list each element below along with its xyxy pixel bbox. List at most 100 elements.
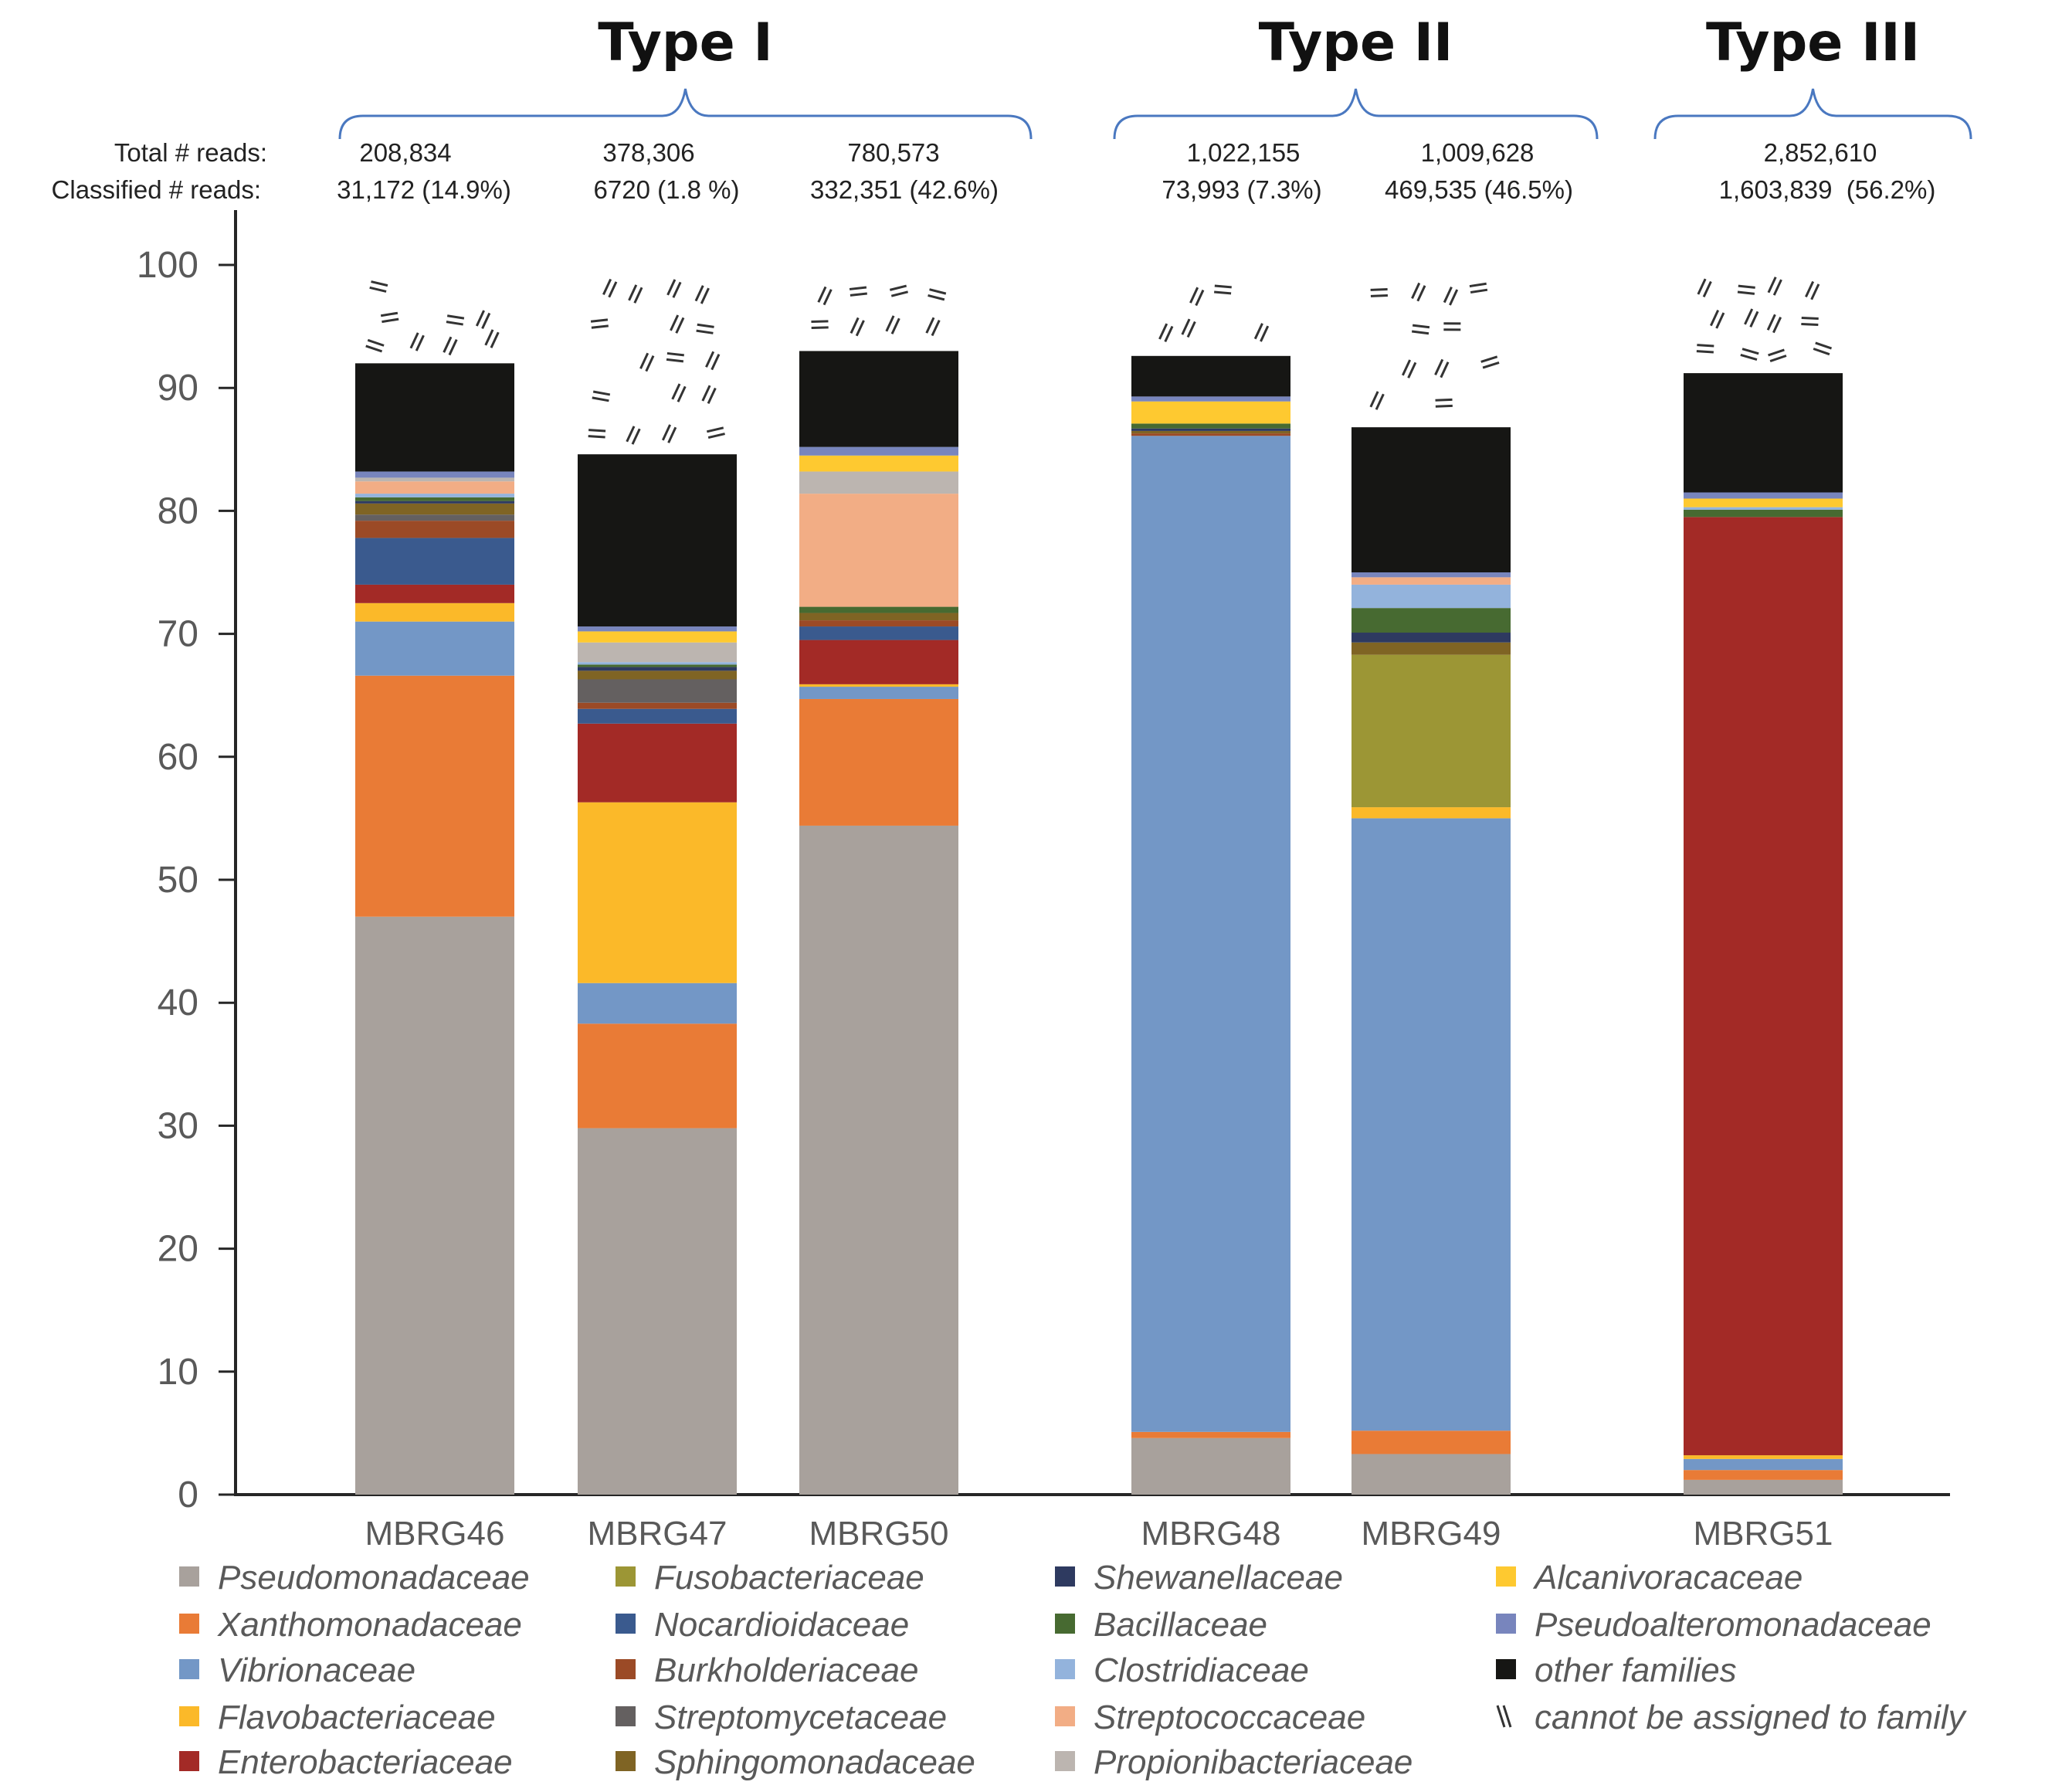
hatch-stroke (1164, 325, 1174, 343)
bar-segment-mbrg49-pseudomonadaceae (1351, 1454, 1511, 1495)
group-brace-type-ii (1113, 88, 1599, 140)
hatch-stroke (1502, 1705, 1512, 1728)
legend-swatch-clostridiaceae (1055, 1659, 1075, 1679)
y-tick-label: 100 (137, 245, 198, 286)
bar-segment-mbrg47-burkholderiaceae (578, 702, 737, 709)
unassigned-hatch-mbrg48 (1158, 284, 1270, 343)
group-title-type-ii: Type II (1259, 12, 1453, 73)
group-brace-type-iii (1653, 88, 1972, 140)
hatch-stroke (1482, 361, 1500, 369)
hatch-stroke (633, 287, 643, 304)
hatch-stroke (1697, 278, 1707, 295)
hatch-stroke (890, 290, 908, 297)
hatch-stroke (1411, 282, 1421, 300)
legend-label-pseudomonadaceae: Pseudomonadaceae (218, 1559, 530, 1597)
hatch-stroke (811, 320, 829, 323)
hatch-stroke (446, 314, 465, 320)
legend-swatch-flavobacteriaceae (179, 1706, 199, 1726)
hatch-stroke (1702, 280, 1712, 298)
bar-segment-mbrg50-vibrionaceae (799, 687, 958, 699)
bar-segment-mbrg48-burkholderiaceae (1131, 433, 1290, 436)
bar-segment-mbrg47-pseudoalteromonadaceae (578, 626, 737, 632)
bar-segment-mbrg48-pseudoalteromonadaceae (1131, 396, 1290, 402)
hatch-stroke (626, 426, 636, 443)
legend-swatch-fusobacteriaceae (616, 1566, 636, 1587)
hatch-stroke (928, 294, 945, 301)
bar-segment-mbrg46-streptomycetaceae (355, 514, 514, 521)
bar-segment-mbrg47-alcanivoracaceae (578, 631, 737, 643)
hatch-stroke (475, 310, 485, 327)
hatch-stroke (1186, 321, 1196, 338)
hatch-stroke (1449, 289, 1459, 306)
y-tick-label: 20 (158, 1229, 198, 1270)
total-reads-mbrg50: 780,573 (847, 138, 939, 167)
hatch-stroke (1737, 290, 1755, 295)
legend-label-xanthomonadaceae: Xanthomonadaceae (217, 1606, 522, 1644)
hatch-stroke (1412, 324, 1430, 329)
bar-segment-mbrg46-burkholderiaceae (355, 521, 514, 538)
legend-label-flavobacteriaceae: Flavobacteriaceae (218, 1699, 496, 1736)
hatch-stroke (590, 318, 609, 323)
hatch-stroke (631, 428, 641, 445)
bar-segment-mbrg50-alcanivoracaceae (799, 455, 958, 472)
hatch-stroke (588, 429, 606, 433)
hatch-stroke (1260, 325, 1270, 342)
bar-segment-mbrg46-clostridiaceae (355, 494, 514, 497)
y-tick-label: 10 (158, 1352, 198, 1393)
legend-label-alcanivoracaceae: Alcanivoracaceae (1532, 1559, 1803, 1597)
bar-segment-mbrg47-streptomycetaceae (578, 679, 737, 703)
bar-segment-mbrg47-pseudomonadaceae (578, 1128, 737, 1495)
hatch-stroke (855, 320, 865, 337)
bar-segment-mbrg46-pseudoalteromonadaceae (355, 471, 514, 478)
hatch-stroke (415, 334, 425, 351)
hatch-stroke (1740, 353, 1758, 361)
legend-swatch-bacillaceae (1055, 1614, 1075, 1634)
hatch-stroke (639, 352, 649, 369)
hatch-stroke (1181, 318, 1191, 335)
unassigned-hatch-mbrg51 (1696, 277, 1833, 362)
hatch-stroke (707, 433, 725, 440)
classified-reads-mbrg51: 1,603,839 (56.2%) (1719, 175, 1936, 204)
bar-segment-mbrg47-flavobacteriaceae (578, 802, 737, 983)
hatch-stroke (1370, 294, 1388, 297)
hatch-stroke (817, 286, 827, 303)
hatch-stroke (1411, 330, 1429, 335)
classified-reads-mbrg47: 6720 (1.8 %) (594, 175, 740, 204)
hatch-stroke (1749, 311, 1759, 328)
hatch-stroke (671, 383, 681, 400)
hatch-stroke (672, 281, 682, 298)
total-reads-mbrg51: 2,852,610 (1764, 138, 1877, 167)
hatch-stroke (1416, 285, 1426, 302)
unassigned-hatch-mbrg50 (811, 284, 947, 337)
bar-segment-mbrg47-sphingomonadaceae (578, 670, 737, 680)
bar-segment-mbrg47-nocardioidaceae (578, 708, 737, 724)
hatch-stroke (382, 317, 399, 324)
hatch-stroke (925, 317, 935, 334)
bar-segment-mbrg49-vibrionaceae (1351, 818, 1511, 1431)
y-tick-label: 80 (158, 490, 198, 531)
legend-swatch-shewanellaceae (1055, 1566, 1075, 1587)
hatch-stroke (588, 435, 605, 439)
bar-segment-mbrg46-pseudomonadaceae (355, 916, 514, 1495)
total-reads-mbrg48: 1,022,155 (1187, 138, 1301, 167)
hatch-stroke (700, 287, 710, 304)
bar-segment-mbrg51-flavobacteriaceae (1684, 1455, 1843, 1459)
hatch-stroke (1813, 348, 1830, 356)
hatch-stroke (696, 329, 714, 334)
hatch-stroke (1480, 355, 1498, 363)
hatch-stroke (1158, 323, 1168, 340)
hatch-stroke (490, 331, 500, 348)
bar-segment-mbrg50-nocardioidaceae (799, 626, 958, 640)
hatch-stroke (1715, 312, 1725, 329)
hatch-stroke (706, 426, 724, 433)
bar-segment-mbrg46-streptococcaceae (355, 481, 514, 494)
bar-segment-mbrg46-nocardioidaceae (355, 538, 514, 585)
hatch-stroke (484, 329, 494, 346)
hatch-stroke (380, 311, 398, 317)
legend-label-other-families: other families (1535, 1651, 1737, 1689)
bar-segment-mbrg48-bacillaceae (1131, 423, 1290, 429)
hatch-stroke (1496, 1705, 1506, 1728)
bar-segment-mbrg50-sphingomonadaceae (799, 613, 958, 621)
bar-segment-mbrg47-vibrionaceae (578, 983, 737, 1024)
legend-label-nocardioidaceae: Nocardioidaceae (654, 1606, 909, 1644)
